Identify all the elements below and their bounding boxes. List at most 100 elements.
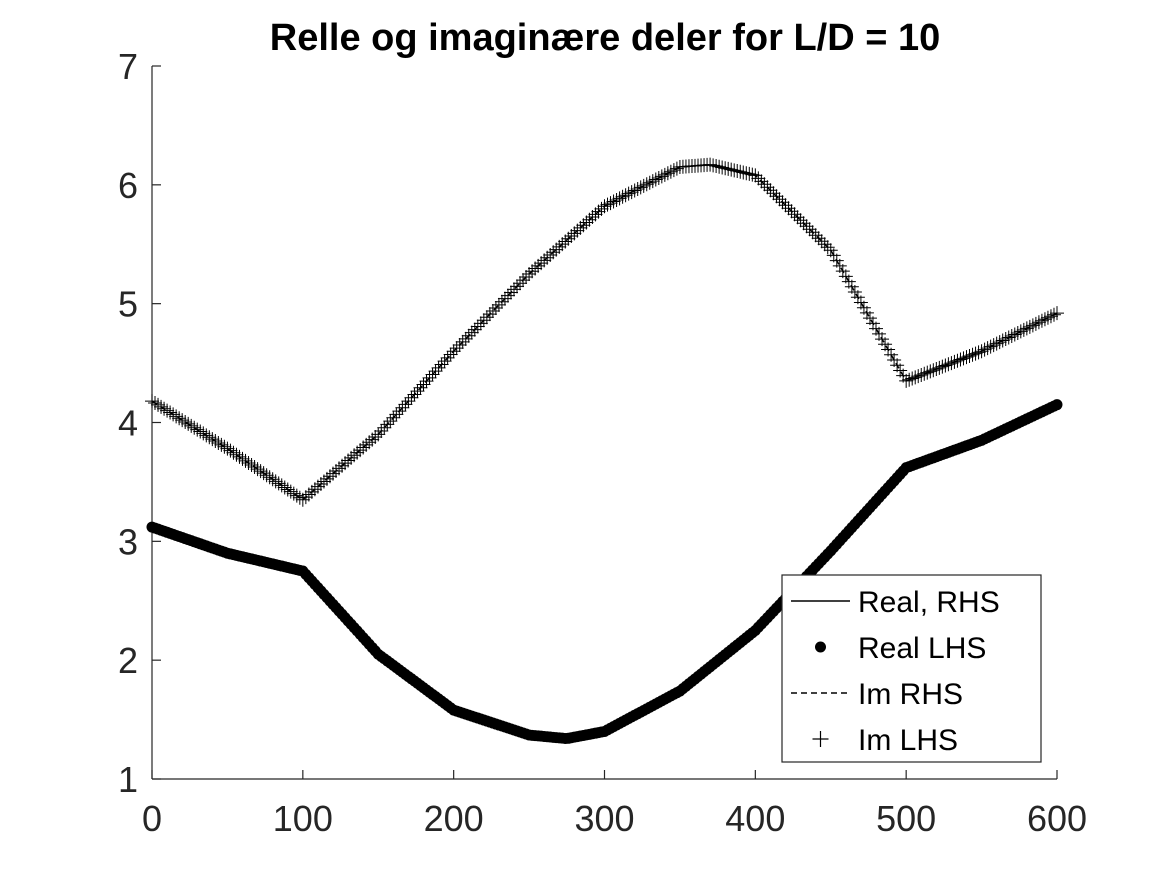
data-point <box>856 300 871 315</box>
data-point <box>727 163 742 178</box>
data-point <box>651 170 666 185</box>
data-point <box>1037 312 1052 327</box>
data-point <box>425 367 440 382</box>
data-point <box>923 364 938 379</box>
data-point <box>645 174 660 189</box>
data-point <box>887 352 902 367</box>
data-point <box>751 171 766 186</box>
data-point <box>525 264 540 279</box>
data-point <box>1050 306 1064 321</box>
data-point <box>350 445 365 460</box>
data-point <box>654 169 669 184</box>
data-point <box>534 256 549 271</box>
data-point <box>799 219 814 234</box>
data-point <box>289 488 304 503</box>
data-point <box>313 477 328 492</box>
data-point <box>757 177 772 192</box>
data-point <box>772 192 787 207</box>
data-point <box>549 242 564 257</box>
data-point <box>494 294 509 309</box>
data-point <box>669 161 684 176</box>
data-point <box>633 180 648 195</box>
data-point <box>905 371 920 386</box>
data-point <box>310 479 325 494</box>
data-point <box>736 165 751 180</box>
data-point <box>377 420 392 435</box>
data-point <box>148 396 163 411</box>
data-point <box>742 166 757 181</box>
data-point <box>368 429 383 444</box>
data-point <box>1051 399 1063 411</box>
data-point <box>893 363 908 378</box>
data-point <box>431 360 446 375</box>
data-point <box>546 245 561 260</box>
data-point <box>847 285 862 300</box>
data-point <box>733 164 748 179</box>
data-point <box>1001 330 1016 345</box>
data-point <box>428 364 443 379</box>
data-point <box>911 369 926 384</box>
data-point <box>344 450 359 465</box>
data-point <box>449 341 464 356</box>
data-point <box>458 331 473 346</box>
series-line <box>151 163 1058 501</box>
data-point <box>703 157 718 172</box>
data-point <box>374 424 389 439</box>
data-point <box>1022 319 1037 334</box>
data-point <box>208 434 223 449</box>
data-point <box>540 250 555 265</box>
data-point <box>163 405 178 420</box>
data-point <box>226 445 241 460</box>
legend-label: Im LHS <box>858 724 958 757</box>
data-point <box>639 177 654 192</box>
data-point <box>899 373 914 388</box>
data-point <box>271 476 286 491</box>
data-point <box>380 417 395 432</box>
data-point <box>829 253 844 268</box>
data-point <box>929 362 944 377</box>
plot-area <box>145 157 1064 744</box>
x-tick-label: 600 <box>1027 798 1087 839</box>
data-point <box>790 210 805 225</box>
data-point <box>908 370 923 385</box>
data-point <box>322 469 337 484</box>
data-point <box>983 339 998 354</box>
data-point <box>434 357 449 372</box>
data-point <box>603 196 618 211</box>
data-point <box>1040 310 1055 325</box>
data-point <box>503 285 518 300</box>
data-point <box>268 474 283 489</box>
data-point <box>1007 327 1022 342</box>
data-point <box>712 159 727 174</box>
data-point <box>718 161 733 176</box>
data-point <box>265 472 280 487</box>
data-point <box>256 466 271 481</box>
data-point <box>371 427 386 442</box>
data-point <box>319 471 334 486</box>
data-point <box>160 403 175 418</box>
data-point <box>570 223 585 238</box>
data-point <box>443 347 458 362</box>
data-point <box>787 207 802 222</box>
data-point <box>473 316 488 331</box>
legend: Real, RHS Real LHS Im RHS Im LHS <box>781 574 1042 763</box>
data-point <box>971 345 986 360</box>
data-point <box>805 225 820 240</box>
data-point <box>181 416 196 431</box>
data-point <box>555 237 570 252</box>
data-point <box>878 337 893 352</box>
data-point <box>552 239 567 254</box>
data-point <box>220 441 235 456</box>
data-point <box>464 325 479 340</box>
data-point <box>359 437 374 452</box>
data-point <box>461 328 476 343</box>
data-point <box>446 344 461 359</box>
data-point <box>211 435 226 450</box>
data-point <box>579 215 594 230</box>
data-point <box>172 411 187 426</box>
data-point <box>274 478 289 493</box>
data-point <box>522 266 537 281</box>
data-point <box>730 164 745 179</box>
data-point <box>301 487 316 502</box>
